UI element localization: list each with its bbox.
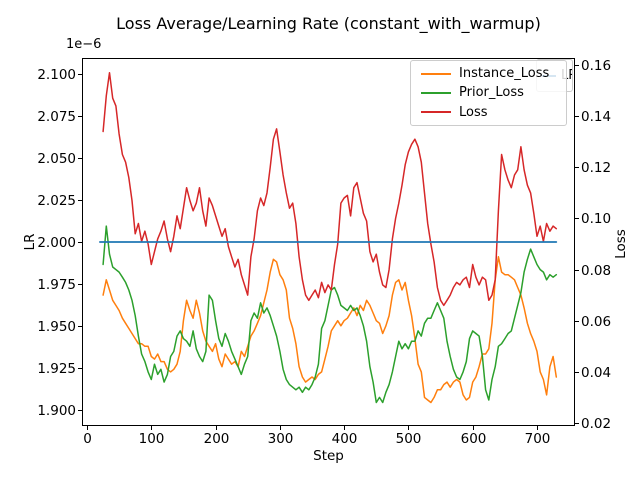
x-tick-label: 600 bbox=[461, 431, 487, 447]
right-tick-label: 0.08 bbox=[581, 263, 611, 279]
legend-label-loss: Loss bbox=[459, 104, 488, 120]
x-tick-label: 400 bbox=[332, 431, 358, 447]
right-tick-label: 0.06 bbox=[581, 314, 611, 330]
loss-series-line bbox=[102, 71, 558, 307]
instance-loss-series-line bbox=[102, 256, 558, 404]
x-tick-label: 700 bbox=[525, 431, 551, 447]
legend: Instance_Loss Prior_Loss Loss bbox=[410, 60, 567, 126]
x-tick-label: 100 bbox=[139, 431, 165, 447]
left-tick-label: 2.100 bbox=[37, 67, 76, 83]
left-tick-label: 1.925 bbox=[37, 361, 76, 377]
x-axis-label: Step bbox=[313, 448, 344, 464]
x-tick-label: 0 bbox=[83, 431, 92, 447]
chart-title: Loss Average/Learning Rate (constant_wit… bbox=[116, 14, 541, 33]
prior-loss-line-swatch bbox=[421, 91, 451, 94]
left-tick-label: 1.975 bbox=[37, 277, 76, 293]
x-tick-label: 500 bbox=[396, 431, 422, 447]
legend-row-instance-loss: Instance_Loss bbox=[411, 67, 566, 80]
left-tick-label: 1.950 bbox=[37, 319, 76, 335]
left-tick-label: 2.050 bbox=[37, 151, 76, 167]
left-tick-label: 2.000 bbox=[37, 235, 76, 251]
left-tick-label: 1.900 bbox=[37, 403, 76, 419]
left-tick-label: 2.025 bbox=[37, 193, 76, 209]
x-tick-label: 200 bbox=[204, 431, 230, 447]
right-tick-label: 0.12 bbox=[581, 160, 611, 176]
right-tick-label: 0.02 bbox=[581, 416, 611, 432]
legend-label-instance-loss: Instance_Loss bbox=[459, 66, 550, 82]
right-tick-label: 0.16 bbox=[581, 58, 611, 74]
prior-loss-series-line bbox=[102, 225, 558, 404]
legend-row-loss: Loss bbox=[411, 106, 566, 119]
right-tick-label: 0.10 bbox=[581, 211, 611, 227]
loss-line-swatch bbox=[421, 111, 451, 114]
x-tick-label: 300 bbox=[268, 431, 294, 447]
legend-row-prior-loss: Prior_Loss bbox=[411, 86, 566, 99]
left-axis-offset-label: 1e−6 bbox=[66, 37, 102, 52]
legend-label-prior-loss: Prior_Loss bbox=[459, 85, 524, 101]
instance-loss-line-swatch bbox=[421, 72, 451, 75]
right-tick-label: 0.14 bbox=[581, 109, 611, 125]
right-tick-label: 0.04 bbox=[581, 365, 611, 381]
left-tick-label: 2.075 bbox=[37, 109, 76, 125]
axes-spines bbox=[82, 58, 575, 426]
